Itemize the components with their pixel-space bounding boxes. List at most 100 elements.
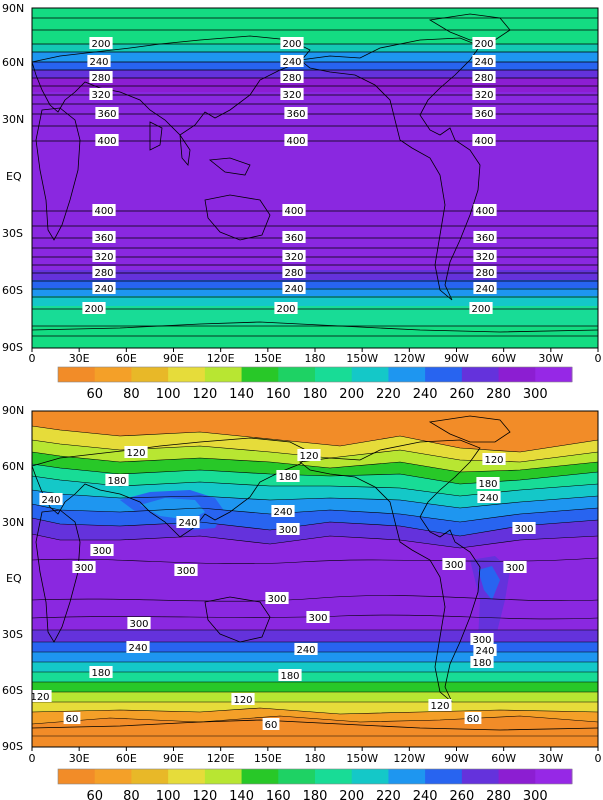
contour-label-bg <box>482 453 506 465</box>
bottom-ylabel: 30N <box>2 516 24 529</box>
contour-label-bg <box>87 55 111 67</box>
colorbar-bin <box>131 367 169 382</box>
bottom-colorbar: 60 80 100 120 140 160 180 200 220 240 260 280 300 <box>57 768 573 800</box>
colorbar-bin <box>168 367 206 382</box>
contour-label-bg <box>428 699 452 711</box>
colorbar-bin <box>204 367 243 382</box>
contour-label-bg <box>469 302 493 314</box>
contour-label: 200 <box>91 39 110 50</box>
contour-label-bg <box>63 712 81 724</box>
contour-label: 300 <box>472 635 491 646</box>
colorbar-bin <box>388 367 426 382</box>
x-tick-label: 120E <box>207 752 235 765</box>
contour-label: 280 <box>282 73 301 84</box>
contour-label: 180 <box>280 671 299 682</box>
contour-label: 400 <box>475 206 494 217</box>
contour-label: 240 <box>128 643 147 654</box>
colorbar-bin <box>351 769 389 784</box>
contour-label: 300 <box>505 563 524 574</box>
contour-label: 240 <box>475 646 494 657</box>
colorbar-label: 60 <box>86 789 103 800</box>
contour-label: 240 <box>94 284 113 295</box>
colorbar-label: 260 <box>449 387 474 402</box>
contour-label: 300 <box>278 525 297 536</box>
contour-label-bg <box>89 37 113 49</box>
x-tick-label: 180 <box>305 752 326 765</box>
contour-label: 300 <box>308 613 327 624</box>
contour-label-bg <box>126 641 150 653</box>
contour-label-bg <box>470 633 494 645</box>
contour-label: 300 <box>267 594 286 605</box>
top-ylabel: 30N <box>2 113 24 126</box>
contour-label: 320 <box>282 90 301 101</box>
x-tick-label: 90W <box>444 352 469 365</box>
contour-label: 180 <box>107 476 126 487</box>
bottom-ylabel: 90S <box>2 740 23 753</box>
contour-label-bg <box>282 250 306 262</box>
contour-label: 360 <box>474 109 493 120</box>
contour-label: 60 <box>265 720 278 731</box>
contour-label: 120 <box>126 448 145 459</box>
contour-label-bg <box>472 134 496 146</box>
contour-label-bg <box>92 204 116 216</box>
contour-label-bg <box>473 231 497 243</box>
contour-label-bg <box>503 561 527 573</box>
colorbar-label: 120 <box>192 789 217 800</box>
contour-label: 400 <box>286 136 305 147</box>
colorbar-bin <box>58 367 96 382</box>
contour-label-bg <box>276 470 300 482</box>
colorbar-bin <box>498 769 536 784</box>
contour-label: 120 <box>299 451 318 462</box>
contour-label: 300 <box>514 524 533 535</box>
contour-label: 120 <box>233 695 252 706</box>
x-tick-label: 150W <box>346 752 378 765</box>
top-x-axis: 0 30E 60E 90E 120E 150E 180 150W 120W 90W 60W 30W 0 <box>29 348 602 365</box>
x-tick-label: 30E <box>69 352 90 365</box>
contour-label: 60 <box>467 714 480 725</box>
contour-label-bg <box>127 617 151 629</box>
x-tick-label: 60W <box>491 752 516 765</box>
x-tick-label: 30E <box>69 752 90 765</box>
colorbar-label: 240 <box>413 789 438 800</box>
colorbar-label: 200 <box>339 387 364 402</box>
contour-label-bg <box>271 505 295 517</box>
contour-label-bg <box>280 55 304 67</box>
colorbar-label: 220 <box>376 387 401 402</box>
colorbar-bin <box>315 769 353 784</box>
colorbar-bin <box>168 769 206 784</box>
colorbar-bin <box>461 769 500 784</box>
colorbar-label: 180 <box>303 387 328 402</box>
top-ylabel: 60S <box>2 284 23 297</box>
contour-label: 300 <box>92 546 111 557</box>
contour-label-bg <box>472 37 496 49</box>
contour-label-bg <box>105 474 129 486</box>
contour-label: 240 <box>284 284 303 295</box>
top-y-axis: 90N 60N 30N EQ 30S 60S 90S <box>2 2 24 354</box>
colorbar-frame <box>57 768 573 785</box>
contour-label-bg <box>284 134 308 146</box>
contour-label-bg <box>265 592 289 604</box>
colorbar-bin <box>315 367 353 382</box>
contour-label-bg <box>262 718 280 730</box>
x-tick-label: 90E <box>163 352 184 365</box>
contour-label-bg <box>176 516 200 528</box>
contour-label-bg <box>472 71 496 83</box>
top-ylabel: 30S <box>2 227 23 240</box>
contour-label: 240 <box>273 507 292 518</box>
colorbar-bin <box>351 367 389 382</box>
contour-label: 240 <box>475 284 494 295</box>
contour-label: 240 <box>282 57 301 68</box>
contour-label: 200 <box>282 39 301 50</box>
colorbar-label: 280 <box>486 387 511 402</box>
contour-label: 320 <box>475 252 494 263</box>
colorbar-bin <box>498 367 536 382</box>
colorbar-bin <box>278 769 316 784</box>
colorbar-label: 260 <box>449 789 474 800</box>
contour-label-bg <box>294 643 318 655</box>
contour-label: 180 <box>478 479 497 490</box>
x-tick-label: 30W <box>538 752 563 765</box>
contour-label-bg <box>231 693 255 705</box>
bottom-coastlines <box>31 415 599 731</box>
colorbar-label: 80 <box>123 789 140 800</box>
